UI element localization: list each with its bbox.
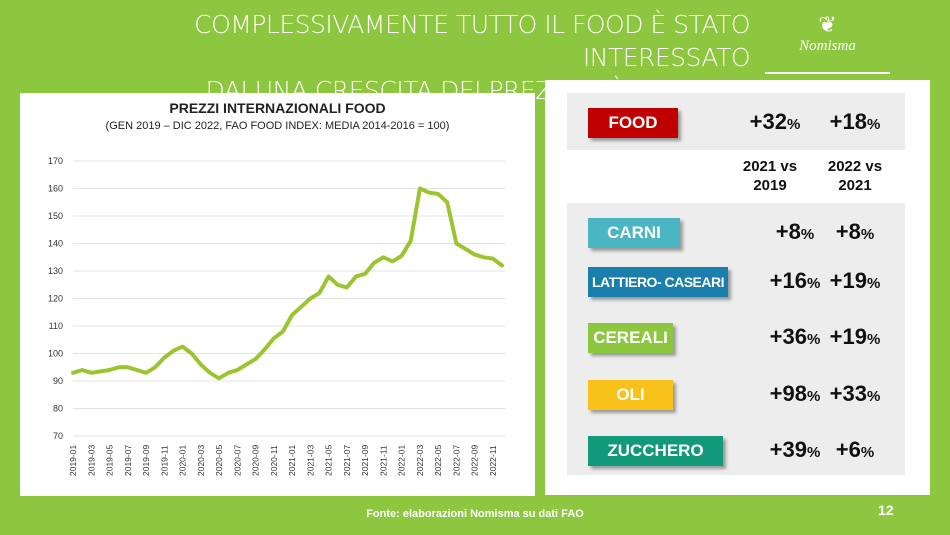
logo-emblem-icon: ❦ xyxy=(818,12,837,37)
column-header: 2022 vs 2021 xyxy=(827,158,883,194)
line-chart: 70 80 90 100 110 120 130 140 150 160 170 2019-01 201… xyxy=(48,156,505,476)
change-2021-vs-2019: +36% xyxy=(760,324,830,350)
x-tick-label: 2020-09 xyxy=(251,445,261,476)
y-tick-label: 110 xyxy=(49,321,63,331)
change-2022-vs-2021: +18% xyxy=(820,109,890,135)
change-2021-vs-2019: +32% xyxy=(740,109,810,135)
change-value: +33 xyxy=(829,381,867,406)
percent-sign: % xyxy=(806,444,821,461)
percent-sign: % xyxy=(866,275,881,292)
x-tick-label: 2020-07 xyxy=(232,445,242,476)
percent-sign: % xyxy=(786,116,801,133)
y-tick-label: 130 xyxy=(48,266,63,276)
change-2022-vs-2021: +6% xyxy=(820,437,890,463)
change-value: +19 xyxy=(829,268,867,293)
logo-text: Nomisma xyxy=(799,38,856,54)
y-tick-label: 90 xyxy=(53,376,63,386)
percent-sign: % xyxy=(860,226,875,243)
x-tick-label: 2019-03 xyxy=(86,445,96,476)
x-tick-label: 2019-07 xyxy=(123,445,133,476)
x-tick-label: 2020-01 xyxy=(178,445,188,476)
x-tick-label: 2021-05 xyxy=(324,445,334,476)
change-value: +8 xyxy=(835,219,861,244)
change-2022-vs-2021: +19% xyxy=(820,324,890,350)
x-tick-label: 2022-11 xyxy=(488,445,498,476)
category-label: OLI xyxy=(588,380,673,410)
percent-sign: % xyxy=(866,116,881,133)
change-value: +19 xyxy=(829,324,867,349)
category-label: CEREALI xyxy=(588,323,673,353)
y-tick-label: 150 xyxy=(48,211,63,221)
change-value: +32 xyxy=(749,109,787,134)
x-tick-label: 2019-09 xyxy=(141,445,151,476)
x-tick-label: 2022-07 xyxy=(451,445,461,476)
x-tick-label: 2020-05 xyxy=(214,445,224,476)
category-label: ZUCCHERO xyxy=(588,436,723,466)
change-value: +98 xyxy=(769,381,807,406)
chart-title: PREZZI INTERNAZIONALI FOOD xyxy=(169,100,386,116)
change-value: +16 xyxy=(769,268,807,293)
x-tick-label: 2019-11 xyxy=(159,445,169,476)
x-tick-label: 2021-11 xyxy=(378,445,388,476)
page-number: 12 xyxy=(878,502,894,518)
chart-panel xyxy=(20,93,535,496)
percent-sign: % xyxy=(866,331,881,348)
x-tick-label: 2022-03 xyxy=(415,445,425,476)
change-2021-vs-2019: +98% xyxy=(760,381,830,407)
series-line xyxy=(71,186,504,381)
percent-sign: % xyxy=(806,331,821,348)
x-tick-label: 2019-01 xyxy=(68,445,78,476)
y-tick-label: 70 xyxy=(53,431,63,441)
y-tick-label: 80 xyxy=(53,404,63,414)
category-label: LATTIERO- CASEARI xyxy=(588,267,728,297)
y-tick-label: 100 xyxy=(48,349,63,359)
y-tick-label: 170 xyxy=(48,156,63,166)
change-2022-vs-2021: +8% xyxy=(820,219,890,245)
percent-sign: % xyxy=(806,388,821,405)
y-tick-label: 160 xyxy=(48,184,63,194)
x-tick-label: 2020-11 xyxy=(269,445,279,476)
x-tick-label: 2021-09 xyxy=(360,445,370,476)
change-value: +39 xyxy=(769,437,807,462)
change-2022-vs-2021: +33% xyxy=(820,381,890,407)
percent-sign: % xyxy=(866,388,881,405)
x-tick-label: 2022-05 xyxy=(433,445,443,476)
x-tick-label: 2019-05 xyxy=(105,445,115,476)
category-label: FOOD xyxy=(588,108,678,138)
x-tick-label: 2020-03 xyxy=(196,445,206,476)
x-tick-label: 2022-09 xyxy=(470,445,480,476)
y-tick-label: 120 xyxy=(48,294,63,304)
x-tick-label: 2022-01 xyxy=(397,445,407,476)
x-tick-label: 2021-07 xyxy=(342,445,352,476)
change-2021-vs-2019: +8% xyxy=(760,219,830,245)
x-tick-label: 2021-03 xyxy=(305,445,315,476)
change-value: +6 xyxy=(835,437,861,462)
x-tick-label: 2021-01 xyxy=(287,445,297,476)
logo-underline xyxy=(765,72,890,74)
column-header: 2021 vs 2019 xyxy=(742,158,798,194)
percent-sign: % xyxy=(800,226,815,243)
chart-subtitle: (GEN 2019 – DIC 2022, FAO FOOD INDEX: ME… xyxy=(105,120,450,132)
change-2021-vs-2019: +39% xyxy=(760,437,830,463)
change-2022-vs-2021: +19% xyxy=(820,268,890,294)
category-label: CARNI xyxy=(588,218,680,248)
change-value: +8 xyxy=(775,219,801,244)
change-value: +18 xyxy=(829,109,867,134)
nomisma-logo: ❦ Nomisma xyxy=(765,12,890,74)
source-note: Fonte: elaborazioni Nomisma su dati FAO xyxy=(366,508,584,520)
y-tick-label: 140 xyxy=(48,239,63,249)
title-line-1: COMPLESSIVAMENTE TUTTO IL FOOD È STATO I… xyxy=(194,10,750,72)
percent-sign: % xyxy=(806,275,821,292)
change-2021-vs-2019: +16% xyxy=(760,268,830,294)
percent-sign: % xyxy=(860,444,875,461)
change-value: +36 xyxy=(769,324,807,349)
